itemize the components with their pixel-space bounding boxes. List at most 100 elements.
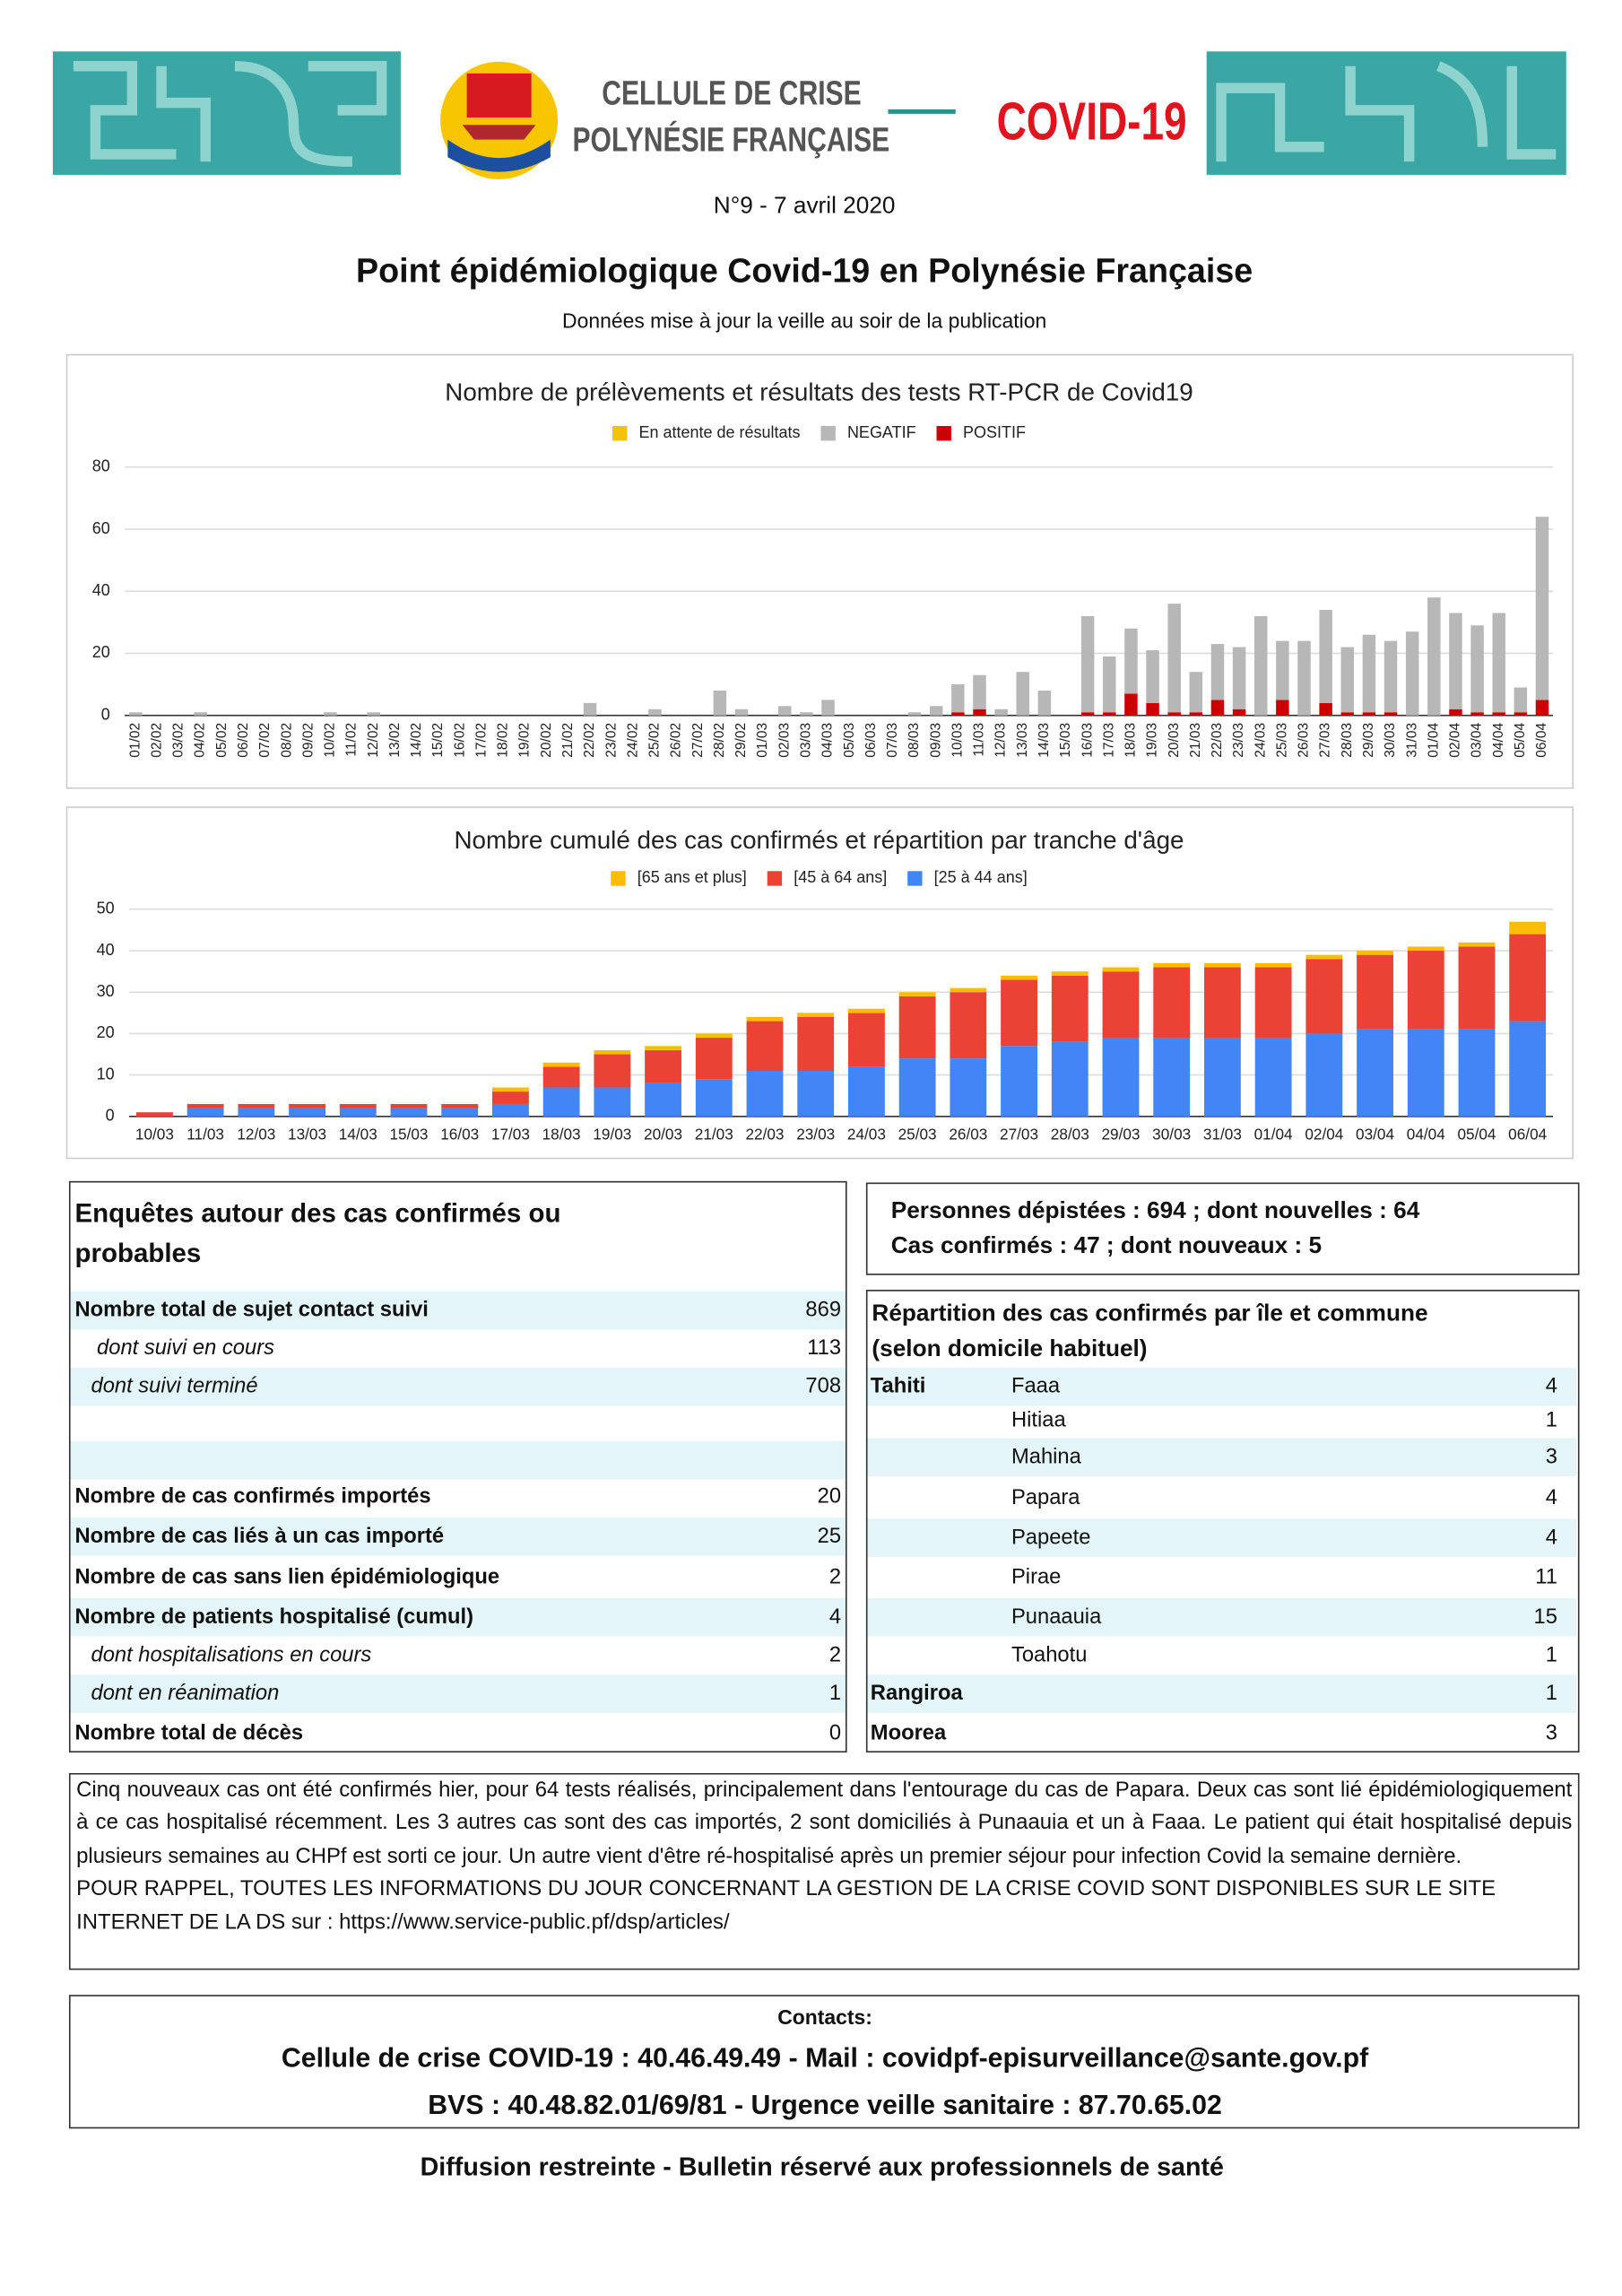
- x-tick-label: 12/03: [993, 723, 1009, 758]
- bar-segment: [1103, 656, 1116, 713]
- title: Point épidémiologique Covid-19 en Polyné…: [356, 251, 1253, 290]
- bar-segment: [1407, 951, 1444, 1030]
- x-tick-label: 28/03: [1051, 1126, 1089, 1144]
- commune-value: 1: [1545, 1408, 1557, 1432]
- x-tick-label: 05/04: [1457, 1126, 1496, 1144]
- bar-segment: [1319, 610, 1332, 703]
- bar-segment: [1449, 613, 1462, 709]
- bar-segment: [542, 1087, 580, 1117]
- bar-segment: [1203, 1038, 1241, 1117]
- x-tick-label: 02/04: [1448, 722, 1463, 757]
- x-tick-label: 13/02: [387, 723, 403, 758]
- commune-name: Punaauia: [1010, 1605, 1102, 1630]
- legend-swatch: [936, 425, 951, 441]
- note-box: Cinq nouveaux cas ont été confirmés hier…: [68, 1772, 1580, 1970]
- bar-segment: [847, 1066, 885, 1117]
- x-tick-label: 20/02: [539, 723, 554, 758]
- y-tick-label: 10: [97, 1065, 115, 1083]
- bar-segment: [1492, 712, 1505, 716]
- legend-swatch: [611, 871, 626, 886]
- legend-label: [25 à 44 ans]: [934, 868, 1028, 886]
- bar-segment: [594, 1049, 631, 1055]
- y-tick-label: 20: [92, 643, 110, 661]
- bar-segment: [289, 1103, 325, 1109]
- x-tick-label: 06/04: [1508, 1126, 1547, 1144]
- x-tick-label: 28/03: [1340, 723, 1355, 758]
- bar-segment: [1153, 967, 1191, 1039]
- bar-segment: [778, 706, 792, 716]
- commune-name: Pirae: [1010, 1566, 1062, 1590]
- contacts-heading: Contacts:: [777, 2005, 872, 2029]
- x-tick-label: 01/04: [1254, 1126, 1293, 1144]
- bar-segment: [1124, 693, 1138, 716]
- y-tick-label: 40: [97, 941, 115, 959]
- bar-segment: [583, 702, 597, 716]
- chart-title: Nombre de prélèvements et résultats des …: [445, 378, 1193, 405]
- x-tick-label: 31/03: [1203, 1126, 1242, 1144]
- bar-segment: [1470, 625, 1484, 713]
- table-title: Répartition des cas confirmés par île et…: [872, 1301, 1428, 1362]
- bar-segment: [1535, 517, 1549, 700]
- banner-right: [1206, 51, 1566, 175]
- x-tick-label: 16/03: [1080, 723, 1095, 758]
- bar-segment: [492, 1091, 529, 1104]
- bar-segment: [1001, 1046, 1037, 1117]
- legend-label: [45 à 64 ans]: [794, 868, 887, 886]
- bar-segment: [1383, 712, 1398, 716]
- header-badge: COVID-19: [996, 91, 1187, 152]
- x-tick-label: 14/03: [339, 1126, 377, 1144]
- x-tick-label: 24/03: [1253, 723, 1268, 758]
- x-tick-label: 09/02: [300, 723, 316, 758]
- subtitle: Données mise à jour la veille au soir de…: [562, 308, 1047, 333]
- x-tick-label: 05/04: [1513, 722, 1528, 757]
- bar-segment: [441, 1108, 479, 1117]
- summary-box: Personnes dépistées : 694 ; dont nouvell…: [865, 1182, 1580, 1275]
- contacts-line: Cellule de crise COVID-19 : 40.46.49.49 …: [281, 2041, 1369, 2074]
- row-label: Nombre de cas liés à un cas importé: [74, 1525, 445, 1549]
- header-line1: CELLULE DE CRISE: [602, 73, 862, 112]
- bar-segment: [1102, 971, 1140, 1039]
- legend-label: POSITIF: [963, 423, 1026, 441]
- bar-segment: [1492, 613, 1505, 713]
- row-shade: [867, 1367, 1577, 1406]
- footer: Diffusion restreinte - Bulletin réservé …: [420, 2152, 1224, 2182]
- x-tick-label: 26/02: [669, 723, 684, 758]
- bar-segment: [128, 712, 143, 716]
- table-shading: [70, 1291, 1577, 1713]
- bar-segment: [929, 706, 943, 716]
- bar-segment: [1405, 631, 1419, 716]
- x-tick-label: 01/04: [1426, 722, 1441, 757]
- bar-segment: [1232, 647, 1246, 709]
- y-tick-label: 0: [101, 705, 110, 723]
- pattern: [73, 60, 387, 167]
- row-value: 4: [828, 1605, 842, 1630]
- contacts-line: BVS : 40.48.82.01/69/81 - Urgence veille…: [428, 2089, 1222, 2120]
- commune-value: 4: [1545, 1486, 1557, 1510]
- x-tick-label: 06/04: [1534, 722, 1549, 757]
- x-tick-label: 24/03: [847, 1126, 886, 1144]
- row-label: dont suivi en cours: [97, 1336, 274, 1361]
- y-tick-label: 60: [92, 519, 110, 537]
- y-tick-label: 50: [97, 900, 115, 918]
- bar-segment: [1254, 962, 1292, 968]
- x-tick-label: 23/03: [796, 1126, 835, 1144]
- bar-segment: [898, 1058, 936, 1117]
- pattern: [1216, 61, 1557, 162]
- x-tick-label: 26/03: [949, 1126, 987, 1144]
- bar-segment: [492, 1103, 529, 1117]
- bar-segment: [542, 1066, 580, 1088]
- bar-segment: [1509, 921, 1547, 935]
- enquetes-table: Enquêtes autour des cas confirmés ou pro…: [68, 1180, 847, 1753]
- row-shade: [70, 1367, 846, 1406]
- x-tick-label: 14/02: [409, 723, 424, 758]
- commune-name: Toahotu: [1010, 1643, 1088, 1668]
- bar-segment: [1167, 604, 1181, 713]
- x-tick-label: 21/03: [695, 1126, 733, 1144]
- x-tick-label: 05/02: [214, 723, 230, 758]
- chart-frame: [65, 353, 1574, 789]
- x-tick-label: 22/03: [1210, 723, 1225, 758]
- note-text: Cinq nouveaux cas ont été confirmés hier…: [76, 1779, 1573, 1869]
- x-tick-label: 04/04: [1491, 722, 1506, 757]
